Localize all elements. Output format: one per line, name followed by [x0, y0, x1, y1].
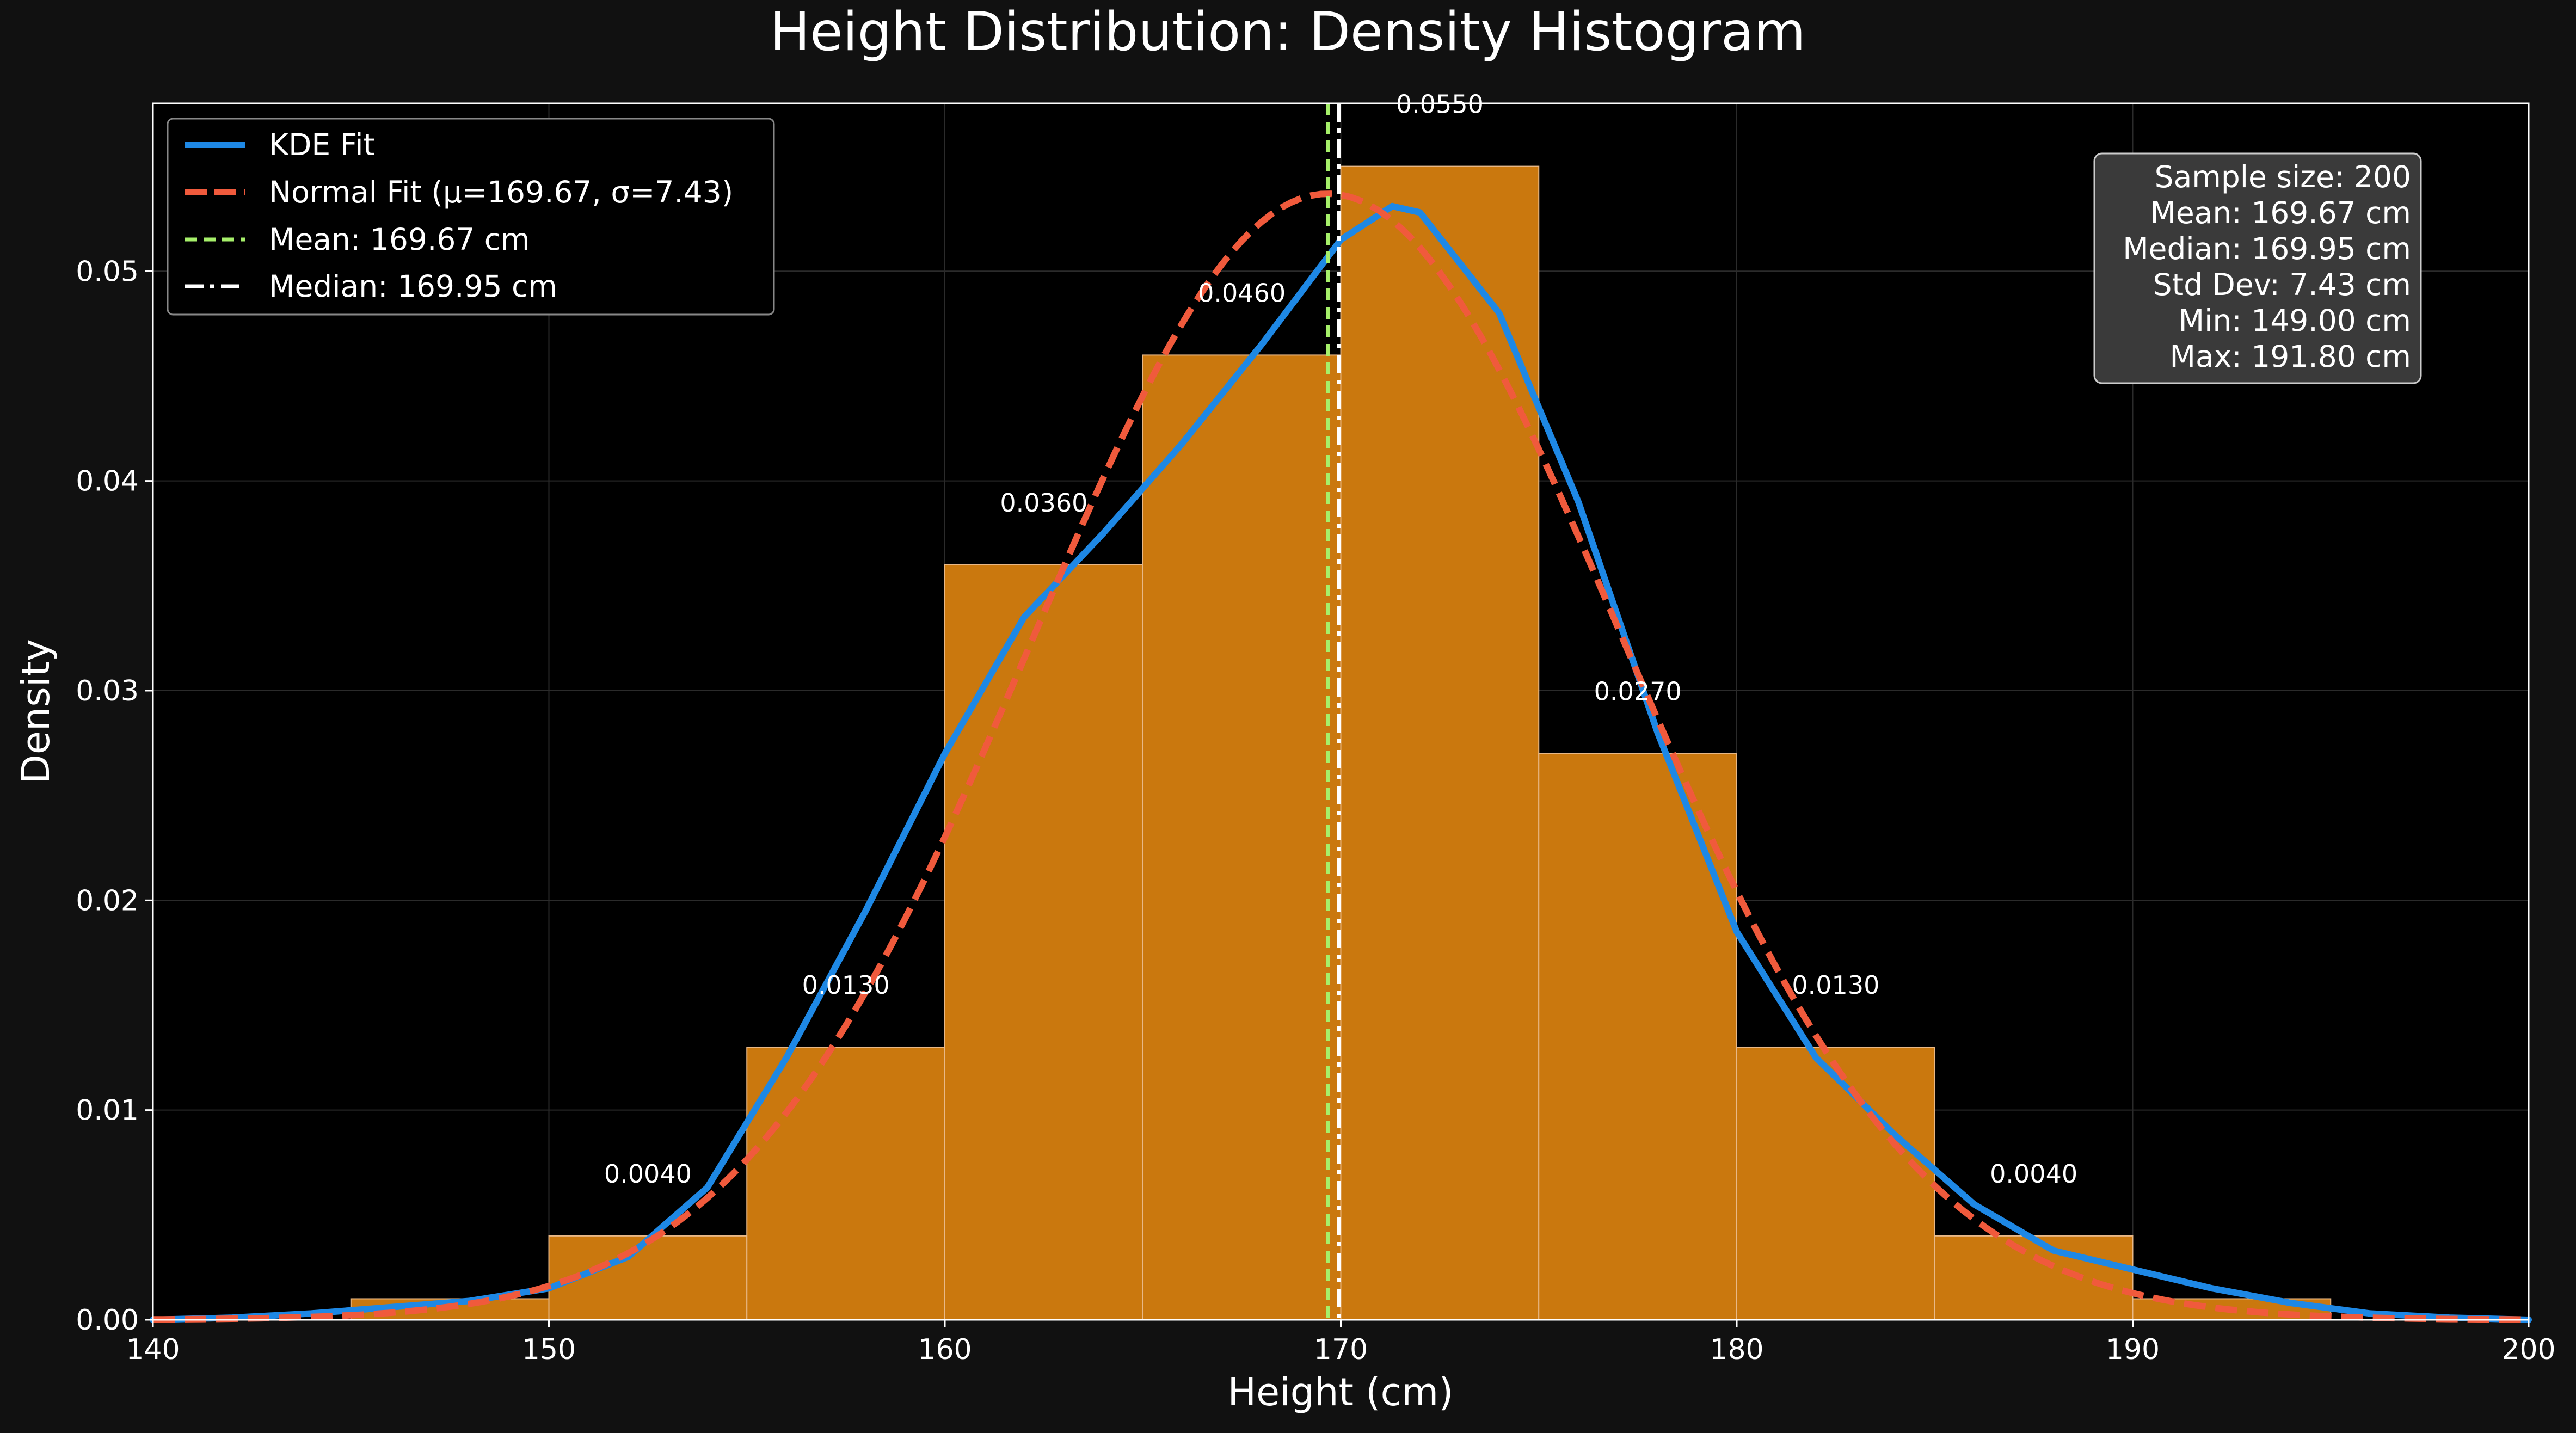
bar-value-label: 0.0130 — [802, 970, 890, 1000]
stats-mean: Mean: 169.67 cm — [2150, 195, 2411, 230]
x-tick-label: 140 — [126, 1333, 180, 1366]
y-tick-label: 0.02 — [76, 884, 139, 917]
legend-label-normal: Normal Fit (μ=169.67, σ=7.43) — [269, 175, 733, 210]
bar-value-label: 0.0040 — [604, 1159, 692, 1189]
fit-curves — [150, 190, 2532, 1323]
x-tick-label: 160 — [918, 1333, 972, 1366]
axis-ticks: 140 150 160 170 180 190 200 0.00 0.01 0.02 0.03 0.0… — [76, 255, 2555, 1366]
stats-box-background — [2093, 152, 2422, 384]
legend-label-kde: KDE Fit — [269, 127, 375, 162]
stats-median: Median: 169.95 cm — [2123, 231, 2411, 266]
normal-fit-curve — [152, 190, 2529, 1323]
bar-value-label: 0.0040 — [1990, 1159, 2077, 1189]
histogram-bar — [1142, 354, 1342, 1320]
bar-value-label: 0.0130 — [1792, 970, 1879, 1000]
bar-value-label: 0.0360 — [1000, 488, 1087, 518]
y-tick-label: 0.05 — [76, 255, 139, 288]
stats-std-dev: Std Dev: 7.43 cm — [2153, 267, 2411, 302]
x-tick-label: 180 — [1710, 1333, 1763, 1366]
x-axis-label: Height (cm) — [1228, 1370, 1454, 1414]
y-tick-label: 0.03 — [76, 675, 139, 708]
histogram-bar — [944, 564, 1143, 1320]
bar-value-labels: 0.0040 0.0130 0.0360 0.0460 0.0550 0.0270 0.01… — [604, 90, 2077, 1189]
bar-value-label: 0.0550 — [1396, 90, 1484, 119]
bar-value-label: 0.0270 — [1594, 677, 1682, 706]
x-tick-label: 190 — [2106, 1333, 2160, 1366]
histogram-bar — [1736, 1047, 1935, 1321]
legend-label-mean: Mean: 169.67 cm — [269, 222, 530, 257]
stats-max: Max: 191.80 cm — [2170, 339, 2411, 374]
chart-title: Height Distribution: Density Histogram — [770, 1, 1805, 63]
y-tick-label: 0.00 — [76, 1304, 139, 1337]
y-tick-label: 0.01 — [76, 1094, 139, 1127]
stats-sample-size: Sample size: 200 — [2155, 159, 2411, 194]
legend-label-median: Median: 169.95 cm — [269, 269, 557, 304]
y-axis-label: Density — [14, 639, 58, 784]
histogram-bar — [1934, 1235, 2134, 1320]
x-tick-label: 170 — [1314, 1333, 1368, 1366]
stats-min: Min: 149.00 cm — [2179, 303, 2411, 338]
histogram-bar — [1538, 753, 1737, 1320]
histogram-bar — [746, 1047, 945, 1321]
y-tick-label: 0.04 — [76, 465, 139, 498]
reference-lines — [1325, 103, 1341, 1320]
histogram-bars — [350, 165, 2332, 1321]
legend-box — [167, 118, 775, 316]
stats-box: Sample size: 200 Mean: 169.67 cm Median:… — [2093, 152, 2422, 384]
x-tick-label: 200 — [2501, 1333, 2555, 1366]
x-tick-label: 150 — [522, 1333, 576, 1366]
bar-value-label: 0.0460 — [1198, 278, 1286, 307]
legend: KDE Fit Normal Fit (μ=169.67, σ=7.43) Me… — [167, 118, 775, 316]
